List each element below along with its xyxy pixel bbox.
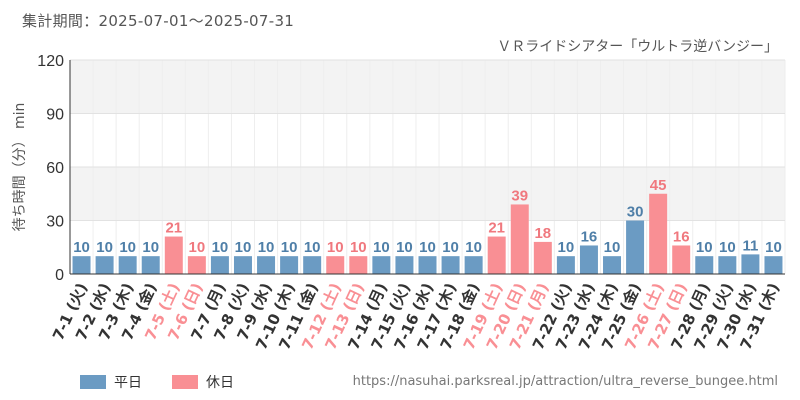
data-label: 21 (165, 220, 182, 237)
bar (695, 256, 714, 274)
bars-layer (72, 193, 783, 274)
data-label: 30 (627, 204, 644, 221)
data-label: 18 (534, 225, 551, 242)
bar (72, 256, 91, 274)
data-label: 10 (350, 239, 367, 256)
data-label: 45 (650, 177, 667, 194)
bar (764, 256, 783, 274)
bar (626, 220, 645, 274)
bar (141, 256, 160, 274)
data-label: 11 (742, 237, 758, 254)
data-label: 16 (581, 228, 598, 245)
data-label: 10 (442, 239, 459, 256)
bar (187, 256, 206, 274)
bar (603, 256, 622, 274)
data-label: 10 (765, 239, 782, 256)
bar (718, 256, 737, 274)
bar (464, 256, 483, 274)
data-label: 39 (511, 187, 528, 204)
grid-band (70, 60, 785, 114)
data-label: 10 (419, 239, 436, 256)
data-label: 10 (465, 239, 482, 256)
bar (533, 241, 552, 274)
data-label: 10 (119, 239, 136, 256)
bar (579, 245, 598, 274)
data-label: 10 (73, 239, 90, 256)
y-tick-label: 120 (37, 53, 64, 70)
y-tick-label: 30 (46, 214, 64, 231)
legend-label-holiday: 休日 (206, 375, 234, 391)
bar (118, 256, 137, 274)
data-label: 10 (258, 239, 275, 256)
bar (164, 236, 183, 274)
bar (349, 256, 368, 274)
y-tick-label: 60 (46, 160, 64, 177)
data-label: 10 (189, 239, 206, 256)
legend-swatch-weekday (80, 375, 106, 389)
bar (280, 256, 299, 274)
bar (441, 256, 460, 274)
bar (487, 236, 506, 274)
data-label: 10 (558, 239, 575, 256)
data-label: 10 (396, 239, 413, 256)
data-label: 21 (488, 220, 505, 237)
data-label: 10 (212, 239, 229, 256)
data-label: 10 (142, 239, 159, 256)
labels-layer: 10 10 10 10 21 10 10 10 10 10 10 10 10 10 10 10 10 10 21 39… (73, 177, 782, 256)
data-label: 10 (696, 239, 713, 256)
legend-swatch-holiday (172, 375, 198, 389)
bar (741, 254, 760, 274)
bar (257, 256, 276, 274)
data-label: 10 (304, 239, 321, 256)
y-tick-label: 90 (46, 107, 64, 124)
bar (303, 256, 322, 274)
legend-item-holiday[interactable]: 休日 (172, 372, 234, 392)
legend: 平日 休日 (80, 372, 264, 392)
bar (556, 256, 575, 274)
legend-label-weekday: 平日 (114, 375, 142, 391)
data-label: 10 (719, 239, 736, 256)
bar (210, 256, 229, 274)
bar (95, 256, 114, 274)
bar (418, 256, 437, 274)
bar (326, 256, 345, 274)
data-label: 10 (235, 239, 252, 256)
data-label: 10 (327, 239, 344, 256)
legend-item-weekday[interactable]: 平日 (80, 372, 142, 392)
data-label: 10 (96, 239, 113, 256)
source-url[interactable]: https://nasuhai.parksreal.jp/attraction/… (352, 374, 778, 389)
y-axis-title: 待ち時間（分） min (12, 103, 28, 232)
period-label: 集計期間：2025-07-01～2025-07-31 (22, 12, 295, 30)
data-label: 10 (281, 239, 298, 256)
data-label: 16 (673, 228, 690, 245)
bar (672, 245, 691, 274)
data-label: 10 (373, 239, 390, 256)
bar (510, 204, 529, 274)
data-label: 10 (604, 239, 621, 256)
bar (395, 256, 414, 274)
bar (649, 193, 668, 274)
chart-title: ＶＲライドシアター「ウルトラ逆バンジー」 (497, 39, 778, 55)
bar (233, 256, 252, 274)
bar (372, 256, 391, 274)
grid-band (70, 167, 785, 221)
y-tick-label: 0 (55, 267, 64, 284)
